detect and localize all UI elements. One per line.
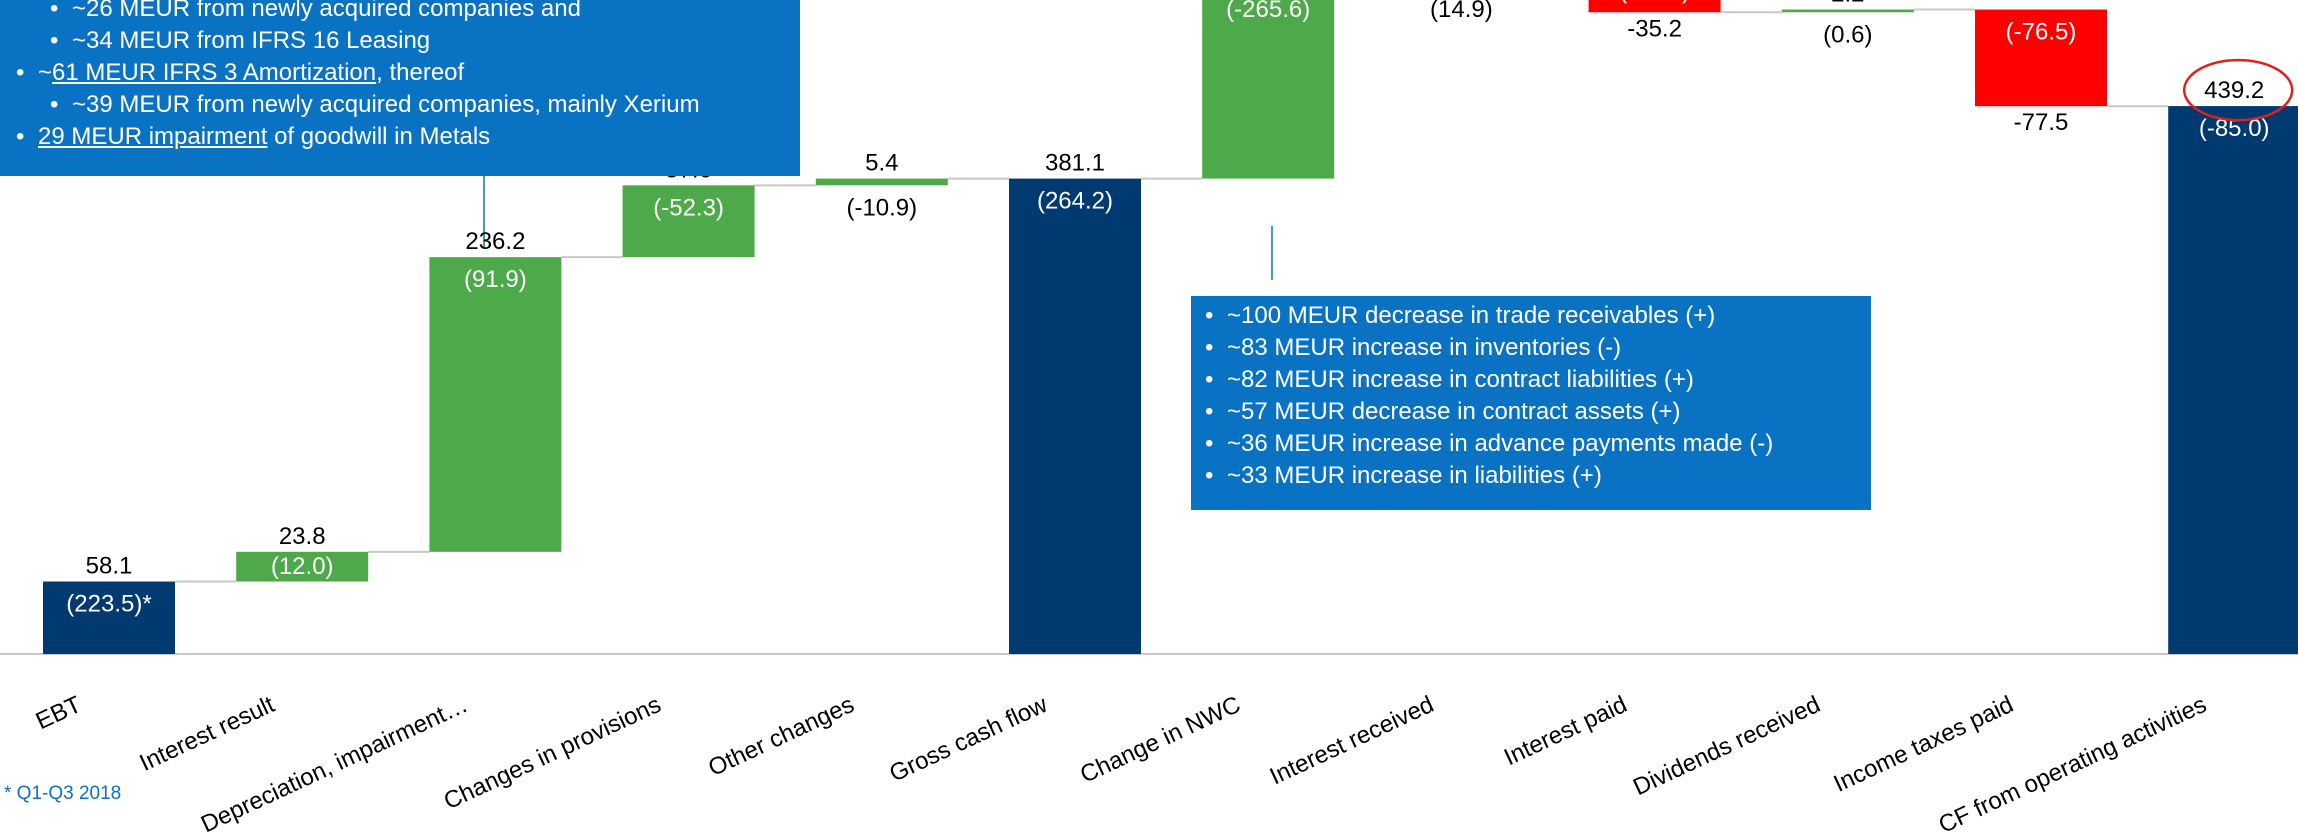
bullet-icon: • [50,91,59,118]
prior-year-label: (-10.9) [846,194,917,221]
highlight-circle [2182,58,2294,122]
prior-year-label: (-22.6) [1619,0,1690,4]
callout-text: ~83 MEUR increase in inventories (-) [1227,334,1622,361]
callout-text: 29 MEUR impairment [38,123,268,150]
callout-text: ~57 MEUR decrease in contract assets (+) [1227,398,1681,425]
prior-year-label: (91.9) [464,266,527,293]
value-label: 2.2 [1831,0,1864,8]
footnote: * Q1-Q3 2018 [4,783,122,804]
category-label: Interest paid [1500,691,1631,771]
prior-year-label: (14.9) [1430,0,1493,23]
bullet-icon: • [1205,334,1214,361]
prior-year-label: (0.6) [1823,21,1872,48]
category-label: EBT [32,691,86,735]
bar-total [43,581,175,654]
prior-year-label: (-52.3) [653,194,724,221]
bar-total [2168,106,2298,654]
prior-year-label: (-265.6) [1226,0,1310,23]
callout-text: ~33 MEUR increase in liabilities (+) [1227,462,1602,489]
category-label: Gross cash flow [885,691,1052,788]
value-label: 23.8 [279,523,326,550]
value-label: 5.4 [865,150,898,177]
category-label: Income taxes paid [1830,691,2018,798]
callout-line: • ~61 MEUR IFRS 3 Amortization, thereof [0,57,800,89]
bullet-icon: • [16,59,25,86]
callout-line: • ~57 MEUR decrease in contract assets (+… [1191,396,1871,428]
callout-text: ~34 MEUR from IFRS 16 Leasing [72,27,431,54]
callout-text: ~26 MEUR from newly acquired companies a… [72,0,581,22]
callout-text: , thereof [376,59,465,86]
value-label: 236.2 [465,228,525,255]
bullet-icon: • [50,27,59,54]
bullet-icon: • [1205,430,1214,457]
value-label: 58.1 [86,553,133,580]
category-label: Changes in provisions [440,691,665,815]
callout-line: • ~39 MEUR from newly acquired companies,… [0,89,800,121]
callout-line: • ~83 MEUR increase in inventories (-) [1191,332,1871,364]
bar-decrease [1975,9,2107,107]
bar-total [1009,178,1141,654]
nwc-callout: • ~100 MEUR decrease in trade receivables… [1191,296,1871,510]
callout-text: ~39 MEUR from newly acquired companies, … [72,91,700,118]
prior-year-label: (223.5)* [66,591,151,618]
value-label: 439.2 [2204,77,2264,104]
prior-year-label: (264.2) [1037,188,1113,215]
bullet-icon: • [1205,398,1214,425]
category-label: Interest result [136,691,279,777]
depreciation-callout: • ~26 MEUR from newly acquired companies … [0,0,800,176]
callout-text: ~82 MEUR increase in contract liabilitie… [1227,366,1694,393]
callout-line: • ~36 MEUR increase in advance payments m… [1191,428,1871,460]
bullet-icon: • [50,0,59,22]
callout-text: ~36 MEUR increase in advance payments ma… [1227,430,1774,457]
callout-line: • ~26 MEUR from newly acquired companies … [0,0,800,25]
callout-text: 61 MEUR IFRS 3 Amortization [52,59,377,86]
category-label: Other changes [704,691,858,782]
callout-line: • ~82 MEUR increase in contract liabiliti… [1191,364,1871,396]
callout-line: • ~100 MEUR decrease in trade receivables… [1191,300,1871,332]
value-label: -35.2 [1627,15,1682,42]
callout-text: of goodwill in Metals [267,123,491,150]
bar-increase [622,185,755,258]
bar-increase [236,551,369,582]
bar-increase [1781,9,1914,13]
bullet-icon: • [16,123,25,150]
bullet-icon: • [1205,302,1214,329]
value-label: 381.1 [1045,150,1105,177]
bar-increase [815,178,948,186]
category-label: Change in NWC [1076,691,1245,789]
value-label: -77.5 [2014,109,2069,136]
category-label: Interest received [1266,691,1438,790]
callout-line: • ~33 MEUR increase in liabilities (+) [1191,460,1871,492]
prior-year-label: (12.0) [271,553,334,580]
bar-increase [1202,0,1335,179]
bar-increase [429,257,562,552]
category-label: Dividends received [1629,691,1824,801]
bar-decrease [1588,0,1721,13]
bullet-icon: • [1205,366,1214,393]
callout-line: • ~34 MEUR from IFRS 16 Leasing [0,25,800,57]
callout-line: • 29 MEUR impairment of goodwill in Metal… [0,121,800,153]
bullet-icon: • [1205,462,1214,489]
prior-year-label: (-76.5) [2006,19,2077,46]
callout-text: ~100 MEUR decrease in trade receivables … [1227,302,1716,329]
callout-text: ~ [38,59,53,86]
